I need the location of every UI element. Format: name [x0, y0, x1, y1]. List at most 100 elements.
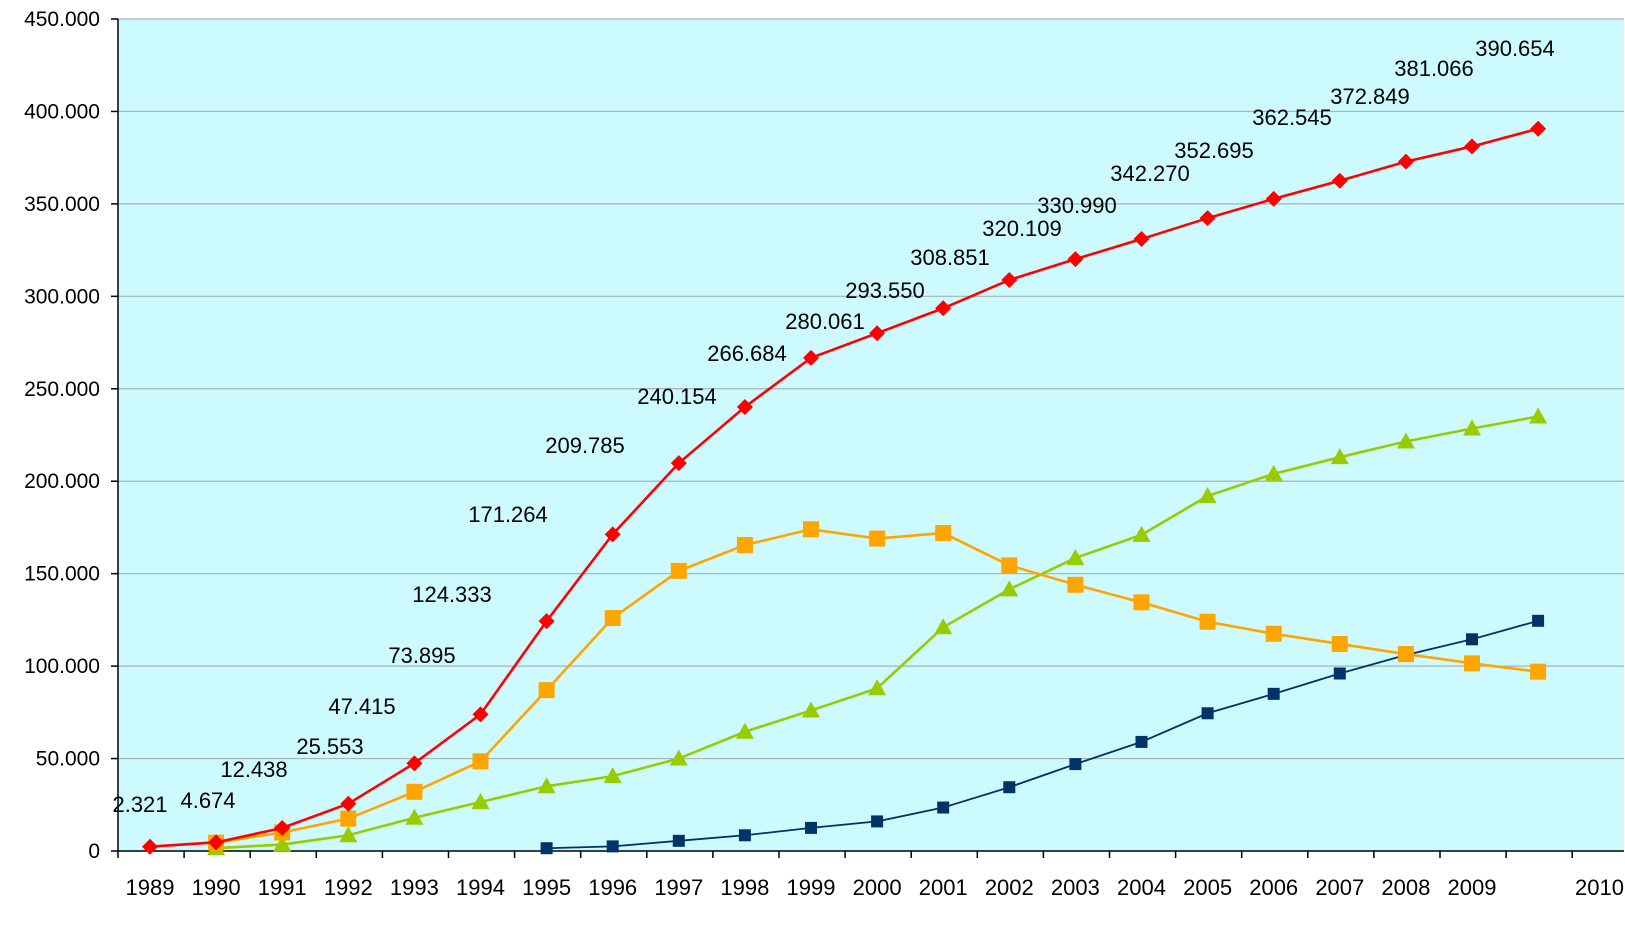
data-point-square — [1532, 614, 1545, 627]
data-point-square — [1530, 663, 1547, 680]
data-label: 330.990 — [1037, 193, 1117, 218]
data-label: 293.550 — [845, 278, 925, 303]
data-label: 12.438 — [220, 757, 287, 782]
data-point-diamond — [803, 349, 819, 366]
data-label: 171.264 — [468, 502, 548, 527]
data-point-diamond — [1397, 153, 1414, 170]
data-point-diamond — [670, 455, 687, 472]
x-tick-label: 1997 — [654, 875, 703, 900]
x-tick-label: 1989 — [126, 875, 175, 900]
y-tick-label: 450.000 — [24, 8, 100, 31]
data-label: 320.109 — [982, 216, 1062, 241]
data-label: 240.154 — [637, 384, 717, 409]
x-axis-tick-labels: 1989 1990 1991 1992 1993 1994 1995 1996 1997 1998… — [126, 875, 1624, 900]
x-tick-label: 1999 — [787, 875, 836, 900]
data-point-diamond — [208, 834, 225, 851]
data-label: 372.849 — [1330, 84, 1410, 109]
data-point-triangle — [1529, 407, 1548, 424]
y-tick-label: 50.000 — [36, 748, 100, 771]
data-point-square — [871, 815, 884, 828]
data-point-square — [1397, 646, 1414, 663]
data-point-diamond — [406, 755, 423, 772]
data-point-square — [1466, 633, 1478, 646]
x-tick-label: 2000 — [853, 875, 902, 900]
data-label: 2.321 — [112, 792, 167, 817]
data-label: 209.785 — [545, 433, 625, 458]
data-point-triangle — [603, 767, 622, 784]
data-point-square — [1267, 687, 1280, 700]
y-tick-label: 400.000 — [24, 100, 100, 123]
data-point-triangle — [1264, 464, 1283, 481]
data-point-diamond — [1067, 251, 1084, 268]
data-point-triangle — [1463, 419, 1481, 436]
data-point-triangle — [471, 793, 490, 810]
data-point-square — [1069, 758, 1082, 771]
data-point-diamond — [1133, 231, 1150, 248]
y-axis-tick-labels: 0 50.000 100.000 150.000 200.000 250.000 300.0… — [24, 8, 100, 863]
data-point-square — [472, 753, 489, 770]
x-tick-label: 1991 — [258, 875, 307, 900]
gridlines — [118, 18, 1624, 760]
data-point-square — [869, 530, 886, 547]
data-label: 308.851 — [910, 245, 990, 270]
data-label: 124.333 — [412, 582, 492, 607]
data-point-triangle — [537, 777, 556, 794]
data-point-triangle — [669, 749, 688, 766]
data-point-square — [937, 801, 950, 814]
data-point-diamond — [1464, 138, 1480, 155]
data-label: 47.415 — [328, 694, 395, 719]
data-label: 4.674 — [180, 788, 235, 813]
data-point-square — [1003, 781, 1016, 794]
data-point-square — [1001, 557, 1018, 574]
y-tick-label: 100.000 — [24, 655, 100, 678]
data-point-diamond — [1001, 271, 1018, 288]
data-point-diamond — [1265, 190, 1282, 207]
data-point-square — [803, 521, 819, 538]
x-tick-label: 1992 — [324, 875, 373, 900]
data-point-diamond — [1331, 172, 1348, 189]
data-point-triangle — [405, 808, 424, 825]
data-point-diamond — [472, 706, 489, 723]
y-tick-label: 0 — [88, 840, 100, 863]
data-point-diamond — [538, 613, 555, 630]
data-point-triangle — [1132, 525, 1151, 542]
data-point-square — [670, 562, 687, 579]
data-point-diamond — [604, 526, 621, 543]
data-point-square — [604, 610, 621, 627]
data-point-square — [1265, 625, 1282, 642]
data-point-triangle — [1396, 432, 1415, 449]
data-label: 362.545 — [1252, 105, 1332, 130]
data-point-square — [1464, 655, 1480, 672]
data-point-triangle — [273, 835, 292, 852]
data-point-diamond — [274, 820, 291, 837]
data-point-triangle — [339, 826, 358, 843]
data-point-square — [736, 537, 753, 554]
data-point-square — [1133, 594, 1150, 611]
data-label: 352.695 — [1174, 138, 1254, 163]
data-point-triangle — [1330, 448, 1349, 465]
data-point-square — [1199, 613, 1216, 630]
y-tick-label: 250.000 — [24, 378, 100, 401]
series-group — [142, 120, 1548, 856]
x-tick-label: 2005 — [1183, 875, 1232, 900]
x-tick-label: 1994 — [456, 875, 505, 900]
data-point-diamond — [736, 398, 753, 415]
x-tick-label: 2009 — [1448, 875, 1497, 900]
x-tick-label: 1996 — [588, 875, 637, 900]
data-point-diamond — [340, 795, 357, 812]
x-tick-label: 2008 — [1381, 875, 1430, 900]
data-label: 381.066 — [1394, 56, 1474, 81]
data-point-triangle — [1000, 580, 1019, 597]
data-label: 73.895 — [388, 643, 455, 668]
data-point-triangle — [735, 722, 754, 739]
data-point-square — [406, 783, 423, 800]
x-tick-label: 1993 — [390, 875, 439, 900]
data-point-triangle — [868, 679, 887, 696]
data-point-triangle — [1066, 548, 1085, 565]
series-2 — [207, 407, 1548, 856]
plot-area — [118, 19, 1624, 851]
x-tick-label: 2001 — [919, 875, 968, 900]
data-label: 266.684 — [707, 341, 787, 366]
data-point-triangle — [934, 618, 953, 635]
